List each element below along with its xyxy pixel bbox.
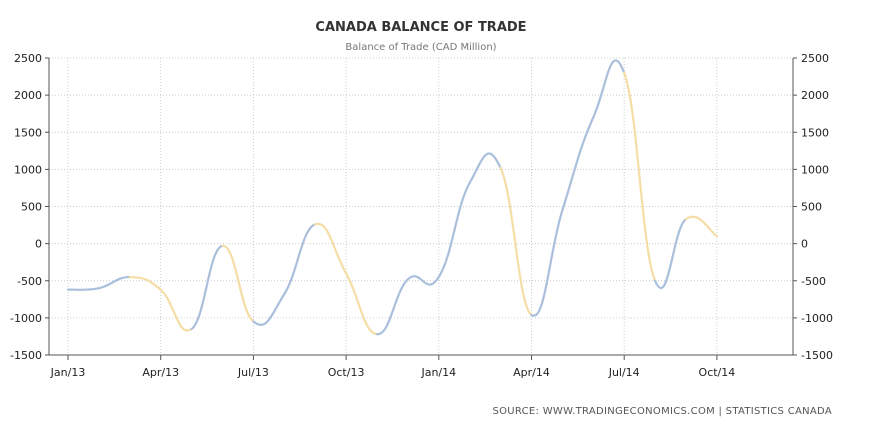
series-segment	[66, 287, 100, 291]
series-segment	[654, 218, 688, 290]
y-tick-label-left: 500	[21, 201, 42, 214]
y-tick-label-right: 0	[801, 238, 808, 251]
series-segment	[468, 152, 502, 184]
series-segment	[221, 244, 255, 323]
series-segment	[190, 244, 224, 331]
series-segment	[97, 275, 131, 290]
series-segment	[314, 222, 348, 275]
x-tick-label: Apr/14	[513, 366, 550, 379]
source-credit: SOURCE: WWW.TRADINGECONOMICS.COM | STATI…	[492, 406, 832, 417]
y-tick-label-left: 0	[35, 238, 42, 251]
series-segment	[561, 116, 595, 212]
x-tick-label: Jan/14	[420, 366, 456, 379]
y-tick-label-right: -1000	[801, 312, 833, 325]
x-tick-label: Oct/13	[328, 366, 365, 379]
y-tick-label-left: -1000	[10, 312, 42, 325]
y-tick-label-left: -500	[17, 275, 42, 288]
series-segment	[530, 209, 564, 317]
series-segment	[592, 59, 626, 119]
series-segment	[499, 166, 533, 317]
series-segment	[159, 288, 193, 332]
chart-subtitle: Balance of Trade (CAD Million)	[345, 42, 496, 53]
series-segment	[437, 181, 471, 279]
y-tick-label-right: 1000	[801, 163, 829, 176]
x-tick-label: Jul/13	[237, 366, 269, 379]
y-axis-right-ticks: 2500 2000 1500 1000 500 0 -500 -1000 -1500	[793, 52, 833, 362]
x-tick-label: Oct/14	[699, 366, 736, 379]
y-tick-label-right: 1500	[801, 126, 829, 139]
y-tick-label-left: 1000	[14, 163, 42, 176]
y-tick-label-left: 2000	[14, 89, 42, 102]
x-tick-label: Jan/13	[50, 366, 86, 379]
series-segment	[684, 215, 718, 238]
y-tick-label-right: 2500	[801, 52, 829, 65]
series-segment	[252, 293, 286, 326]
series-segment	[623, 71, 657, 282]
y-tick-label-right: -500	[801, 275, 826, 288]
chart-title: CANADA BALANCE OF TRADE	[315, 20, 526, 35]
y-tick-label-left: -1500	[10, 349, 42, 362]
series-segment	[283, 223, 317, 296]
series-segment	[375, 278, 409, 336]
series-segment	[345, 272, 379, 336]
x-tick-label: Apr/13	[142, 366, 179, 379]
y-tick-label-left: 2500	[14, 52, 42, 65]
x-tick-label: Jul/14	[608, 366, 640, 379]
grid-lines	[49, 57, 793, 355]
y-tick-label-right: -1500	[801, 349, 833, 362]
series-segment	[406, 275, 440, 286]
y-tick-label-left: 1500	[14, 126, 42, 139]
y-tick-label-right: 2000	[801, 89, 829, 102]
x-axis-ticks: Jan/13 Apr/13 Jul/13 Oct/13 Jan/14 Apr/14 Jul/…	[50, 355, 736, 379]
series-line	[66, 59, 718, 336]
y-axis-left-ticks: 2500 2000 1500 1000 500 0 -500 -1000 -1500	[10, 52, 49, 362]
series-segment	[128, 275, 162, 291]
y-tick-label-right: 500	[801, 201, 822, 214]
